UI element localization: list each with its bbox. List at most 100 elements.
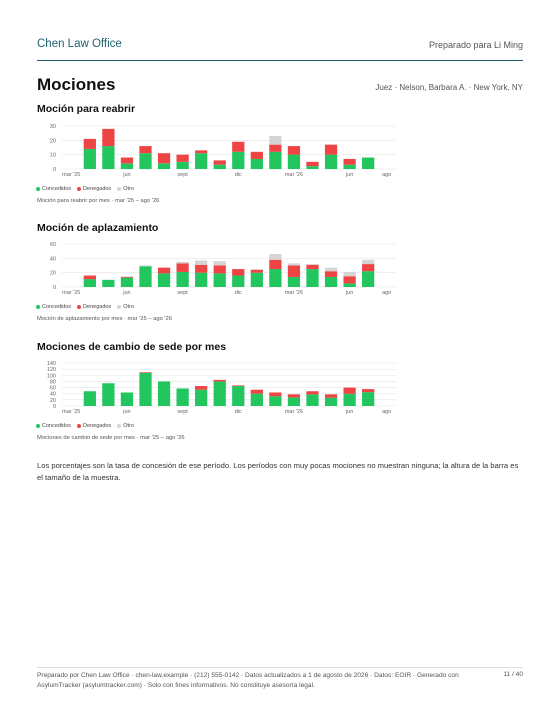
bar-segment — [250, 389, 263, 394]
bar-segment — [287, 263, 301, 266]
bar-segment — [120, 157, 134, 164]
legend-swatch — [117, 186, 122, 191]
x-tick-label: jun — [345, 409, 354, 415]
bar-segment — [362, 157, 375, 169]
x-tick-label: dic — [234, 290, 242, 296]
legend: Concedidos Denegados Otro — [36, 423, 134, 429]
bar-segment — [232, 141, 245, 152]
bar-segment — [250, 269, 263, 273]
bar-segment — [250, 151, 263, 159]
chart: 0 20 40 60 80 100 120 140 mar '25 jun sept dic mar '… — [30, 355, 410, 445]
y-tick-label: 40 — [50, 392, 56, 398]
bar-segment — [232, 275, 245, 287]
chart-caption: Moción de aplazamiento por mes · mar '25… — [37, 316, 172, 322]
legend-item: Denegados — [77, 186, 111, 192]
legend-label: Denegados — [83, 186, 112, 192]
chart-title: Moción para reabrir — [37, 103, 136, 115]
bar-segment — [362, 392, 375, 406]
bar-segment — [269, 269, 282, 287]
y-tick-label: 140 — [47, 361, 56, 367]
bar-segment — [324, 271, 338, 277]
y-tick-label: 120 — [47, 367, 56, 373]
y-tick-label: 20 — [50, 398, 56, 404]
y-tick-label: 0 — [53, 167, 56, 173]
bar-segment — [343, 276, 356, 284]
legend-label: Concedidos — [42, 186, 72, 192]
y-tick-label: 60 — [50, 386, 56, 392]
bar-segment — [120, 276, 134, 277]
legend-item: Denegados — [77, 423, 111, 429]
x-tick-label: ago — [382, 409, 392, 415]
bar-segment — [139, 372, 152, 406]
bar-segment — [213, 164, 226, 169]
legend-swatch — [36, 304, 40, 309]
plot: 0 20 40 60 — [50, 242, 396, 291]
bar-segment — [102, 383, 115, 406]
x-tick-label: jun — [345, 290, 354, 296]
bar-segment — [120, 392, 134, 406]
chart-caption: Mociones de cambio de sede por mes · mar… — [37, 435, 185, 441]
y-tick-label: 30 — [50, 124, 56, 130]
bar-segment — [343, 393, 356, 406]
bar-segment — [139, 266, 152, 287]
legend-swatch — [77, 423, 82, 428]
bar-segment — [324, 394, 338, 398]
x-tick-label: mar '26 — [284, 409, 304, 415]
legend-item: Concedidos — [36, 186, 71, 192]
x-tick-label: mar '25 — [62, 290, 81, 296]
bar-segment — [287, 397, 301, 406]
y-tick-label: 60 — [50, 242, 56, 248]
bar-segment — [195, 386, 208, 390]
x-tick-label: sept — [177, 290, 188, 296]
bar-segment — [102, 128, 115, 147]
x-tick-label: jun — [345, 172, 354, 178]
bar-segment — [306, 161, 319, 167]
prepared-for: Preparado para Li Ming — [428, 40, 523, 50]
page-title: Mociones — [37, 75, 116, 94]
bar-segment — [306, 264, 319, 270]
bar-segment — [139, 146, 152, 154]
bar-segment — [120, 163, 134, 169]
bar-segment — [306, 391, 319, 395]
bar-segment — [306, 269, 319, 287]
legend-swatch — [36, 186, 40, 191]
x-tick-label: dic — [234, 172, 242, 178]
bar-segment — [176, 161, 189, 169]
bar-segment — [213, 265, 226, 274]
bar-segment — [362, 259, 375, 265]
bar-segment — [343, 164, 356, 169]
bar-segment — [195, 264, 208, 273]
legend-label: Concedidos — [42, 304, 72, 310]
bar-segment — [232, 386, 245, 406]
bar-segment — [324, 267, 338, 272]
bar-segment — [343, 158, 356, 165]
bar-segment — [176, 154, 189, 162]
bar-segment — [232, 385, 245, 387]
bar-segment — [324, 276, 338, 287]
legend-item: Denegados — [77, 304, 111, 310]
bar-segment — [213, 379, 226, 382]
bar-segment — [343, 283, 356, 287]
legend-item: Otro — [117, 304, 134, 310]
header-rule — [37, 60, 523, 61]
bar-segment — [213, 381, 226, 406]
x-tick-label: jun — [123, 290, 131, 296]
bar-segment — [306, 166, 319, 169]
y-tick-label: 40 — [50, 256, 56, 262]
x-tick-label: ago — [382, 172, 392, 178]
bar-segment — [120, 277, 134, 287]
bar-segment — [83, 148, 96, 169]
bar-segment — [269, 392, 282, 397]
legend-swatch — [77, 304, 82, 309]
bar-segment — [157, 273, 171, 287]
legend: Concedidos Denegados Otro — [36, 186, 134, 192]
bar-segment — [176, 263, 189, 272]
x-tick-label: sept — [177, 409, 188, 415]
bar-segment — [102, 279, 115, 287]
bar-segment — [287, 146, 301, 155]
bar-segment — [83, 391, 96, 406]
bar-segment — [287, 276, 301, 287]
bar-segment — [139, 372, 152, 373]
bar-segment — [269, 259, 282, 270]
